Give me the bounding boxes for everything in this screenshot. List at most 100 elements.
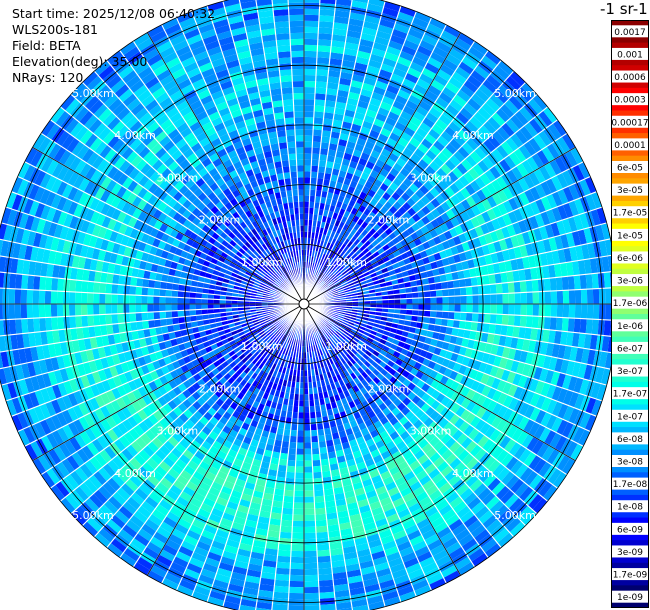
range-gate-cell — [265, 443, 274, 452]
range-gate-cell — [498, 261, 507, 273]
range-gate-cell — [224, 595, 242, 605]
range-gate-cell — [177, 518, 192, 530]
range-gate-cell — [381, 502, 395, 513]
range-gate-cell — [497, 532, 514, 548]
range-gate-cell — [532, 497, 548, 514]
range-gate-cell — [445, 388, 456, 400]
range-gate-cell — [304, 117, 314, 124]
range-gate-cell — [346, 569, 362, 578]
range-gate-cell — [326, 82, 339, 90]
range-gate-cell — [187, 333, 196, 342]
range-gate-cell — [281, 513, 293, 521]
range-gate-cell — [351, 174, 361, 183]
range-gate-cell — [361, 267, 369, 274]
range-gate-cell — [482, 514, 498, 529]
range-gate-cell — [470, 216, 481, 228]
range-gate-cell — [17, 412, 29, 429]
range-gate-cell — [324, 287, 331, 292]
range-gate-cell — [314, 99, 326, 107]
range-gate-cell — [304, 436, 312, 443]
range-gate-cell — [467, 428, 480, 441]
range-gate-cell — [152, 360, 161, 371]
range-gate-cell — [322, 267, 327, 274]
range-gate-cell — [387, 312, 394, 319]
range-gate-cell — [201, 298, 208, 304]
range-gate-cell — [551, 343, 560, 358]
range-gate-cell — [552, 471, 567, 489]
range-gate-cell — [148, 491, 163, 504]
range-gate-cell — [190, 321, 198, 328]
range-gate-cell — [373, 265, 382, 273]
range-gate-cell — [562, 405, 575, 422]
range-gate-cell — [201, 304, 208, 310]
range-gate-cell — [365, 160, 376, 170]
range-gate-cell — [278, 325, 284, 331]
range-gate-cell — [565, 440, 578, 458]
range-gate-cell — [316, 51, 331, 59]
range-gate-cell — [542, 329, 550, 343]
range-gate-cell — [406, 439, 418, 451]
range-gate-cell — [387, 308, 395, 314]
range-gate-cell — [143, 328, 151, 338]
range-gate-cell — [153, 311, 161, 320]
range-gate-cell — [257, 589, 274, 598]
range-gate-cell — [37, 454, 52, 472]
range-gate-cell — [365, 109, 378, 119]
range-gate-cell — [263, 327, 270, 333]
range-gate-cell — [323, 333, 329, 340]
range-gate-cell — [346, 344, 354, 351]
range-gate-cell — [323, 340, 329, 347]
range-gate-cell — [327, 76, 340, 84]
range-gate-cell — [200, 568, 217, 580]
range-gate-cell — [429, 544, 446, 557]
range-gate-cell — [495, 283, 503, 294]
range-gate-cell — [484, 254, 493, 266]
range-gate-cell — [277, 464, 287, 472]
range-gate-cell — [525, 243, 534, 257]
range-gate-cell — [577, 333, 586, 349]
range-gate-cell — [345, 325, 353, 332]
range-gate-cell — [540, 196, 552, 212]
range-gate-cell — [430, 516, 446, 529]
range-gate-cell — [141, 295, 148, 304]
range-gate-cell — [321, 282, 327, 288]
range-gate-cell — [399, 314, 406, 320]
range-gate-cell — [275, 567, 291, 575]
range-gate-cell — [313, 483, 324, 491]
range-gate-cell — [493, 89, 509, 104]
range-gate-cell — [124, 461, 138, 475]
range-gate-cell — [138, 449, 151, 462]
range-gate-cell — [30, 346, 39, 362]
range-gate-cell — [350, 364, 358, 373]
range-gate-cell — [50, 414, 63, 430]
range-gate-cell — [551, 416, 563, 433]
range-gate-cell — [403, 557, 420, 569]
range-gate-cell — [465, 120, 479, 134]
range-gate-cell — [274, 329, 280, 336]
range-gate-cell — [485, 375, 496, 388]
range-gate-cell — [230, 353, 239, 361]
range-gate-cell — [117, 284, 125, 295]
range-gate-cell — [137, 505, 152, 519]
range-gate-cell — [311, 262, 315, 270]
range-gate-cell — [269, 325, 276, 331]
range-gate-cell — [121, 394, 132, 407]
range-gate-cell — [180, 349, 189, 358]
range-gate-cell — [255, 478, 267, 487]
range-gate-cell — [598, 351, 608, 368]
range-gate-cell — [420, 329, 428, 337]
range-gate-cell — [372, 42, 388, 52]
range-gate-cell — [190, 439, 202, 451]
range-gate-cell — [396, 56, 412, 68]
range-gate-cell — [455, 336, 464, 347]
range-gate-cell — [111, 304, 118, 315]
range-gate-cell — [518, 269, 526, 282]
range-gate-cell — [304, 460, 313, 467]
range-gate-cell — [455, 66, 471, 80]
range-gate-cell — [382, 540, 397, 551]
range-gate-cell — [342, 319, 349, 324]
range-gate-cell — [257, 328, 264, 334]
range-gate-cell — [457, 466, 471, 479]
range-gate-cell — [321, 136, 331, 144]
range-gate-cell — [267, 361, 274, 369]
